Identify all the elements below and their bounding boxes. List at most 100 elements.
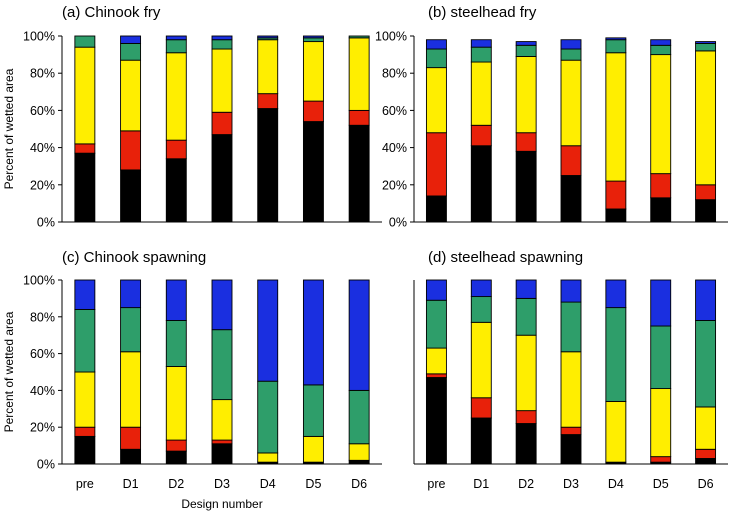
panel-title-chinook-spawning: (c) Chinook spawning: [62, 249, 206, 266]
x-tick-label: D1: [473, 477, 489, 491]
bar-segment-red-pre: [74, 143, 96, 154]
bar-segment-red-D3: [560, 145, 582, 176]
bar-segment-blue-D5: [302, 279, 324, 386]
bar-segment-blue-D3: [211, 279, 233, 331]
bar-segment-green-D1: [120, 307, 142, 353]
bar-segment-red-D5: [302, 100, 324, 123]
y-tick-label: 80%: [382, 67, 407, 81]
x-tick-label: D2: [518, 477, 534, 491]
bar-segment-blue-pre: [425, 39, 447, 50]
panel-chinook-fry: (a) Chinook fry 0% 20% 40% 60% 80% 100% Percen…: [2, 4, 382, 230]
bar-segment-blue-D2: [515, 279, 537, 299]
bar-segment-yellow-pre: [425, 67, 447, 134]
bar-segment-blue-D5: [650, 39, 672, 46]
bar-segment-red-D1: [470, 397, 492, 419]
y-tick-label: 0%: [37, 458, 55, 472]
bar-segment-blue-D4: [605, 279, 627, 309]
bar-segment-blue-D2: [515, 41, 537, 46]
y-tick-label: 100%: [23, 30, 55, 44]
y-tick-label: 100%: [23, 274, 55, 288]
bar-segment-green-D6: [695, 42, 717, 52]
panel-steelhead-spawning: (d) steelhead spawning pre D1 D2 D3 D4 D5 D6: [413, 249, 728, 491]
bar-segment-yellow-D6: [695, 406, 717, 450]
bar-segment-blue-D5: [650, 279, 672, 327]
x-tick-label: D4: [608, 477, 624, 491]
bar-segment-black-D3: [211, 134, 233, 223]
bar-segment-yellow-D4: [257, 452, 279, 463]
bar-segment-blue-pre: [74, 279, 96, 310]
x-tick-label: D3: [214, 477, 230, 491]
bar-segment-red-D3: [211, 439, 233, 445]
y-tick-label: 40%: [382, 141, 407, 155]
bar-segment-yellow-D6: [348, 443, 370, 461]
bar-segment-yellow-D5: [650, 388, 672, 458]
bar-segment-green-D5: [302, 384, 324, 437]
bar-segment-red-D1: [470, 124, 492, 147]
bar-segment-yellow-D6: [695, 50, 717, 186]
y-tick-label: 40%: [30, 141, 55, 155]
y-tick-label: 0%: [37, 216, 55, 230]
y-tick-label: 60%: [382, 104, 407, 118]
bar-segment-black-D5: [650, 197, 672, 223]
bar-segment-blue-D1: [120, 279, 142, 309]
bar-segment-green-D6: [348, 35, 370, 39]
bar-segment-red-D6: [348, 109, 370, 126]
panel-steelhead-fry: (b) steelhead fry 0% 20% 40% 60% 80% 100%: [375, 4, 728, 230]
bar-segment-red-D2: [165, 439, 187, 452]
y-axis-title: Percent of wetted area: [2, 68, 16, 189]
bar-segment-green-D6: [695, 320, 717, 408]
bar-segment-green-D5: [650, 325, 672, 390]
bar-segment-yellow-D1: [120, 59, 142, 132]
bar-segment-black-D4: [605, 208, 627, 223]
bar-segment-black-pre: [74, 435, 96, 465]
y-axis-title: Percent of wetted area: [2, 311, 16, 432]
bar-segment-black-D2: [515, 150, 537, 223]
bar-segment-blue-D5: [302, 35, 324, 39]
bar-segment-blue-D6: [695, 279, 717, 321]
bar-segment-red-pre: [74, 426, 96, 437]
bar-segment-blue-pre: [425, 279, 447, 301]
bar-segment-yellow-D2: [515, 334, 537, 412]
bar-segment-black-D1: [120, 448, 142, 465]
bar-segment-green-D1: [470, 46, 492, 63]
bar-segment-yellow-D5: [302, 41, 324, 102]
x-tick-label: pre: [427, 477, 445, 491]
y-tick-label: 80%: [30, 310, 55, 324]
bar-segment-black-pre: [425, 195, 447, 223]
panel-chinook-spawning: (c) Chinook spawning 0% 20% 40% 60% 80% 100% p…: [2, 249, 382, 511]
y-tick-label: 40%: [30, 384, 55, 398]
bar-segment-green-pre: [74, 35, 96, 48]
bar-segment-green-D3: [211, 329, 233, 401]
bar-segment-blue-D3: [560, 279, 582, 303]
bar-segment-green-D6: [348, 389, 370, 445]
bar-segment-yellow-D4: [605, 400, 627, 463]
y-tick-label: 60%: [30, 347, 55, 361]
panel-title-chinook-fry: (a) Chinook fry: [62, 4, 161, 21]
x-tick-label: D2: [168, 477, 184, 491]
y-tick-label: 20%: [382, 178, 407, 192]
bar-segment-yellow-D2: [165, 52, 187, 141]
bar-segment-black-D6: [695, 199, 717, 223]
bar-segment-blue-D1: [470, 279, 492, 298]
bar-segment-black-D5: [302, 121, 324, 223]
x-tick-label: D5: [305, 477, 321, 491]
bar-segment-yellow-D3: [211, 48, 233, 113]
bar-segment-yellow-D3: [560, 351, 582, 428]
bar-segment-red-D2: [515, 132, 537, 152]
panel-title-steelhead-spawning: (d) steelhead spawning: [428, 249, 583, 266]
bar-segment-yellow-D1: [470, 321, 492, 399]
bar-segment-black-D2: [515, 423, 537, 465]
bar-segment-black-D1: [120, 169, 142, 223]
bar-segment-black-pre: [74, 152, 96, 223]
bar-segment-green-D2: [165, 39, 187, 54]
bar-segment-red-D5: [650, 173, 672, 199]
x-axis-title: Design number: [181, 497, 262, 511]
bar-segment-blue-D6: [348, 279, 370, 391]
y-tick-label: 60%: [30, 104, 55, 118]
bar-segment-green-D2: [165, 320, 187, 367]
bar-segment-yellow-D5: [302, 435, 324, 463]
bar-segment-yellow-D2: [165, 366, 187, 441]
bar-segment-yellow-pre: [74, 46, 96, 145]
panel-title-steelhead-fry: (b) steelhead fry: [428, 4, 537, 21]
x-tick-label: D1: [123, 477, 139, 491]
